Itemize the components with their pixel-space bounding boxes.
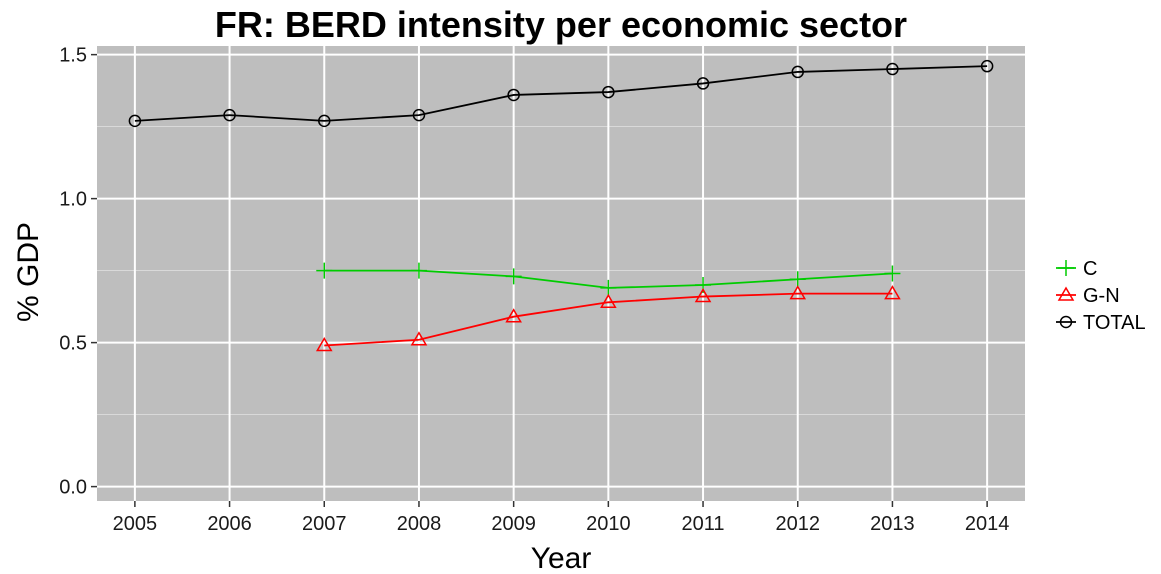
data-point-total xyxy=(128,114,142,128)
x-tick-label: 2010 xyxy=(586,513,631,535)
series-line-g-n xyxy=(324,292,893,347)
data-point-g-n xyxy=(410,331,428,346)
data-point-total xyxy=(980,59,994,73)
x-tick-label: 2005 xyxy=(113,513,158,535)
y-axis-title: % GDP xyxy=(12,222,45,322)
legend-marker-c xyxy=(1058,260,1074,276)
y-tick-label: 0.5 xyxy=(59,333,87,355)
data-point-g-n xyxy=(694,288,712,303)
x-tick-label: 2011 xyxy=(682,513,725,535)
data-point-g-n xyxy=(884,285,901,300)
chart-title: FR: BERD intensity per economic sector xyxy=(215,4,907,45)
x-tick-label: 2012 xyxy=(775,513,820,535)
data-point-c xyxy=(505,268,522,285)
y-tick-label: 0.0 xyxy=(59,477,87,499)
data-point-g-n xyxy=(505,308,522,323)
plot-panel xyxy=(97,46,1025,501)
data-point-c xyxy=(410,262,427,279)
data-point-g-n xyxy=(789,285,807,300)
data-point-total xyxy=(507,88,520,102)
legend-marker-total xyxy=(1059,315,1073,329)
legend-label-g-n: G-N xyxy=(1083,285,1120,307)
legend-marker-g-n xyxy=(1057,286,1075,301)
y-tick-label: 1.5 xyxy=(59,45,87,67)
x-tick-label: 2008 xyxy=(397,513,442,535)
data-point-total xyxy=(696,77,710,90)
data-point-total xyxy=(412,108,426,122)
legend-item-c: C xyxy=(1056,258,1097,280)
data-point-g-n xyxy=(600,293,617,309)
data-point-total xyxy=(223,108,236,122)
legend-item-g-n: G-N xyxy=(1056,285,1120,307)
x-tick-label: 2013 xyxy=(870,513,915,535)
data-point-c xyxy=(789,271,806,288)
data-point-total xyxy=(602,85,615,99)
legend-label-total: TOTAL xyxy=(1083,312,1146,334)
data-point-total xyxy=(791,65,804,79)
data-point-c xyxy=(600,279,617,296)
x-tick-label: 2009 xyxy=(491,513,536,535)
series-layer xyxy=(128,59,994,352)
series-total xyxy=(128,59,994,128)
series-g-n xyxy=(315,285,901,352)
data-point-c xyxy=(316,262,333,279)
series-line-total xyxy=(134,65,988,122)
x-axis-title: Year xyxy=(531,542,592,574)
axis-ticks: 0.0 0.5 1.0 1.5 2005 2006 2007 2008 2009 2010 2011… xyxy=(59,45,1009,535)
legend-item-total: TOTAL xyxy=(1056,312,1146,334)
x-tick-label: 2014 xyxy=(965,513,1010,535)
data-point-total xyxy=(886,62,899,76)
x-tick-label: 2006 xyxy=(207,513,252,535)
legend: C G-N TOTAL xyxy=(1056,258,1146,334)
data-point-total xyxy=(318,114,331,128)
legend-label-c: C xyxy=(1083,258,1097,280)
data-point-c xyxy=(884,265,901,282)
y-tick-label: 1.0 xyxy=(59,189,87,211)
x-tick-label: 2007 xyxy=(302,513,347,535)
data-point-g-n xyxy=(315,337,333,352)
